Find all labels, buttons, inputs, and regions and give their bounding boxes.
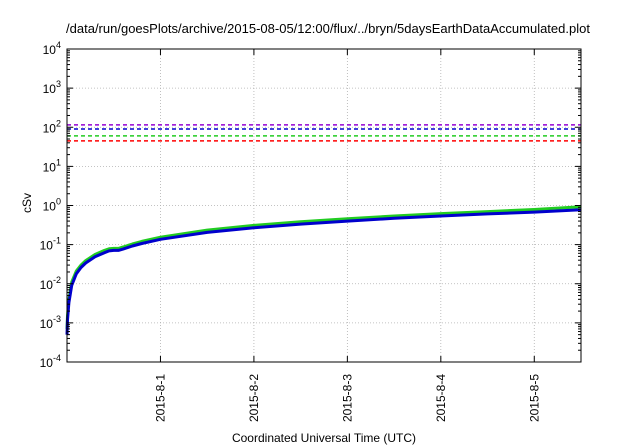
x-axis-ticks: 2015-8-1 2015-8-2 2015-8-3 2015-8-4 2015-8-5 bbox=[153, 49, 541, 422]
threshold-lines bbox=[67, 124, 581, 142]
x-tick-label: 2015-8-5 bbox=[527, 374, 541, 422]
chart-title: /data/run/goesPlots/archive/2015-08-05/1… bbox=[66, 21, 590, 36]
x-tick-label: 2015-8-2 bbox=[247, 374, 261, 422]
y-tick-label: 10-3 bbox=[40, 314, 61, 331]
plot-frame bbox=[66, 48, 582, 363]
y-tick-label: 104 bbox=[43, 40, 61, 57]
y-axis-label: cSv bbox=[20, 193, 34, 213]
y-tick-label: 100 bbox=[43, 197, 61, 214]
grid bbox=[67, 49, 581, 362]
series-line bbox=[65, 205, 582, 329]
x-axis-label: Coordinated Universal Time (UTC) bbox=[232, 431, 416, 445]
y-tick-label: 10-4 bbox=[40, 353, 61, 370]
x-tick-label: 2015-8-3 bbox=[340, 374, 354, 422]
y-tick-label: 10-2 bbox=[40, 275, 61, 292]
y-axis-ticks: 10-4 10-3 10-2 10-1 100 101 102 103 104 bbox=[40, 40, 581, 370]
x-tick-label: 2015-8-1 bbox=[153, 374, 167, 422]
y-tick-label: 103 bbox=[43, 79, 61, 96]
x-tick-label: 2015-8-4 bbox=[434, 374, 448, 422]
series-line bbox=[65, 208, 582, 335]
y-tick-label: 10-1 bbox=[40, 236, 61, 253]
y-tick-label: 101 bbox=[43, 157, 61, 174]
y-tick-label: 102 bbox=[43, 118, 61, 135]
data-series bbox=[65, 205, 582, 335]
